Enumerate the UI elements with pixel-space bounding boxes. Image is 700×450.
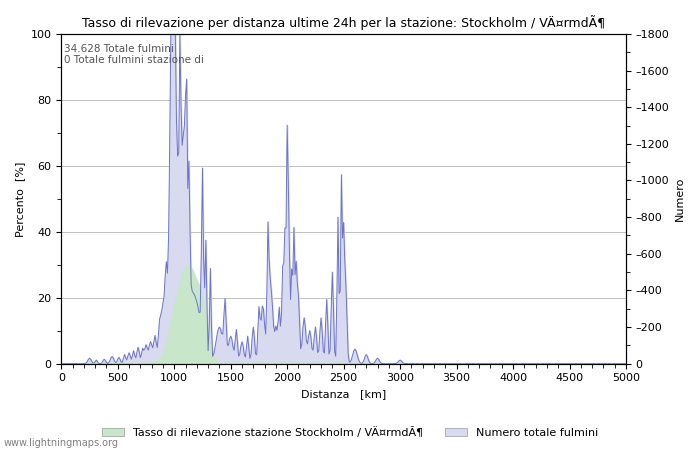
- Y-axis label: Percento  [%]: Percento [%]: [15, 161, 25, 237]
- Title: Tasso di rilevazione per distanza ultime 24h per la stazione: Stockholm / VÄ¤rmd: Tasso di rilevazione per distanza ultime…: [82, 15, 606, 30]
- Legend: Tasso di rilevazione stazione Stockholm / VÄ¤rmdÃ¶, Numero totale fulmini: Tasso di rilevazione stazione Stockholm …: [97, 423, 603, 442]
- Text: www.lightningmaps.org: www.lightningmaps.org: [4, 438, 118, 448]
- Text: 34.628 Totale fulmini
0 Totale fulmini stazione di: 34.628 Totale fulmini 0 Totale fulmini s…: [64, 44, 204, 65]
- Y-axis label: Numero: Numero: [675, 177, 685, 221]
- X-axis label: Distanza   [km]: Distanza [km]: [301, 389, 386, 399]
